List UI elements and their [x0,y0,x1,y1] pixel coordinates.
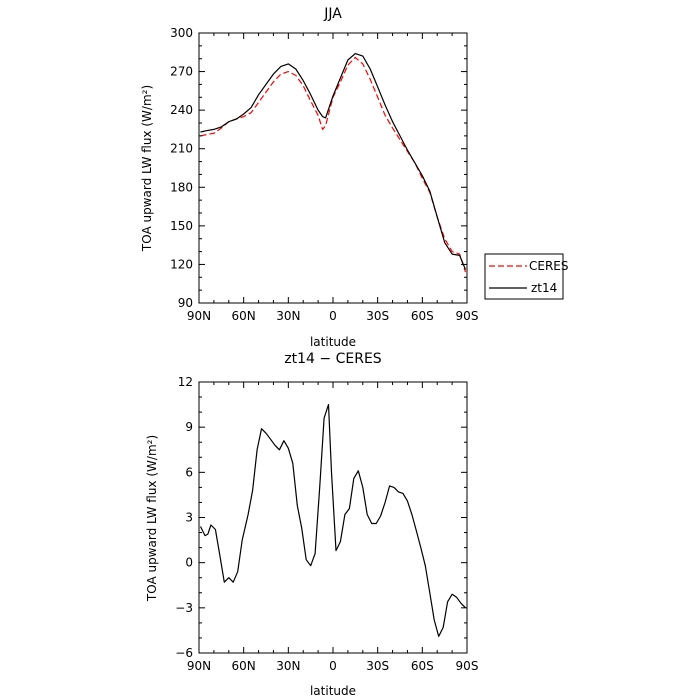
top-x-tick-label: 90N [187,309,211,323]
top-series-line-zt14 [200,52,467,270]
bottom-y-tick-label: −6 [175,646,193,660]
top-x-tick-label: 60N [232,309,256,323]
top-y-tick-label: 210 [170,142,193,156]
bottom-x-tick-label: 0 [329,659,337,673]
top-x-tick-label: 90S [456,309,479,323]
bottom-x-tick-label: 30S [366,659,389,673]
bottom-panel: zt14 − CERES 90N 60N 30N 0 30S 60S 90S −6 −3 0 3 6… [145,351,478,698]
top-plot-title: JJA [323,6,342,22]
legend-label-ceres: CERES [529,259,569,273]
top-x-axis-label: latitude [310,335,356,349]
bottom-x-tick-label: 60N [232,659,256,673]
top-y-tick-label: 120 [170,257,193,271]
top-y-tick-label: 270 [170,65,193,79]
top-x-tick-label: 30S [366,309,389,323]
top-x-tick-label: 0 [329,309,337,323]
top-y-axis-label: TOA upward LW flux (W/m²) [140,85,154,252]
top-plot-frame [198,32,468,304]
top-y-tick-label: 180 [170,180,193,194]
legend-label-zt14: zt14 [531,281,557,295]
bottom-y-tick-label: 12 [178,375,193,389]
bottom-x-tick-label: 30N [276,659,300,673]
bottom-x-tick-label: 90S [456,659,479,673]
top-x-tick-label: 60S [411,309,434,323]
bottom-plot-frame [198,381,468,654]
bottom-y-axis: −6 −3 0 3 6 9 12 [175,375,467,660]
top-y-tick-label: 240 [170,103,193,117]
bottom-plot-title: zt14 − CERES [284,351,381,367]
bottom-y-tick-label: 9 [185,420,193,434]
legend: CERES zt14 [484,253,569,300]
top-x-tick-label: 30N [276,309,300,323]
bottom-y-tick-label: 6 [185,465,193,479]
top-y-tick-label: 300 [170,26,193,40]
top-panel: JJA 90N 60N 30N 0 30S 60S 90S 90 120 150 180 210 24… [140,6,569,349]
top-y-tick-label: 90 [178,296,193,310]
top-x-axis: 90N 60N 30N 0 30S 60S 90S [187,33,479,323]
top-y-tick-label: 150 [170,219,193,233]
bottom-x-tick-label: 90N [187,659,211,673]
bottom-x-axis: 90N 60N 30N 0 30S 60S 90S [187,382,479,673]
bottom-y-axis-label: TOA upward LW flux (W/m²) [145,435,159,602]
top-series-group [200,52,467,273]
bottom-x-axis-label: latitude [310,684,356,698]
bottom-series-line-0 [199,404,466,638]
bottom-series-group [199,404,466,638]
bottom-y-tick-label: 3 [185,511,193,525]
bottom-y-tick-label: 0 [185,556,193,570]
bottom-y-tick-label: −3 [175,601,193,615]
top-series-line-ceres [200,56,467,273]
legend-box [484,253,564,300]
bottom-x-tick-label: 60S [411,659,434,673]
top-y-axis: 90 120 150 180 210 240 270 300 [170,26,467,310]
